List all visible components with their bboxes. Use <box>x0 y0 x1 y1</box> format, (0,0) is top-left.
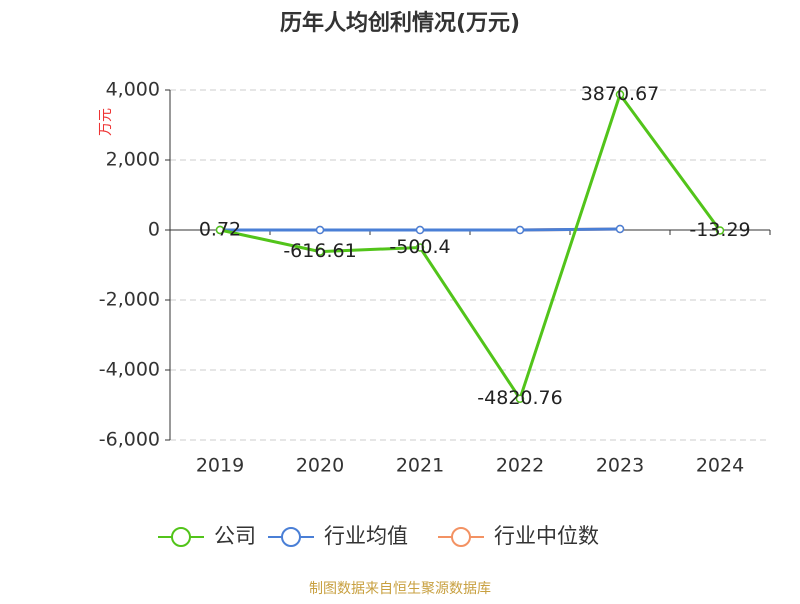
series-line <box>219 91 722 403</box>
chart-title: 历年人均创利情况(万元) <box>280 10 520 36</box>
y-tick-label: -2,000 <box>99 289 160 311</box>
y-tick-label: -6,000 <box>99 429 160 451</box>
point <box>615 90 625 99</box>
data-label: -616.61 <box>283 240 356 262</box>
y-tick-label: -4,000 <box>99 359 160 381</box>
legend-marker <box>171 527 191 547</box>
legend-marker <box>281 527 301 547</box>
x-tick-label: 2024 <box>696 455 744 477</box>
x-tick-label: 2020 <box>296 455 344 477</box>
x-tick-label: 2019 <box>196 455 244 477</box>
legend-label: 行业中位数 <box>494 524 599 548</box>
point <box>515 394 525 403</box>
point <box>515 225 525 235</box>
legend-label: 行业均值 <box>324 524 408 548</box>
point <box>315 247 325 256</box>
point <box>215 225 225 235</box>
point <box>715 226 725 235</box>
source-note: 制图数据来自恒生聚源数据库 <box>309 581 491 597</box>
legend-item: 行业均值 <box>268 524 408 548</box>
x-tick-label: 2023 <box>596 455 644 477</box>
point <box>615 224 625 234</box>
x-tick-label: 2021 <box>396 455 444 477</box>
data-label: -500.4 <box>389 236 450 258</box>
point <box>415 243 425 252</box>
y-tick-label: 2,000 <box>106 149 160 171</box>
data-label: 0.72 <box>199 218 241 240</box>
legend-item: 公司 <box>158 524 256 548</box>
data-label: 3870.67 <box>581 83 660 105</box>
data-label: -13.29 <box>689 219 750 241</box>
y-axis-label: 万元 <box>98 108 114 136</box>
legend-item: 行业中位数 <box>438 524 599 548</box>
y-tick-label: 0 <box>148 219 160 241</box>
y-tick-label: 4,000 <box>106 79 160 101</box>
point <box>315 225 325 235</box>
legend-marker <box>451 527 471 547</box>
x-tick-label: 2022 <box>496 455 544 477</box>
point <box>415 225 425 235</box>
data-label: -4820.76 <box>477 387 562 409</box>
legend-label: 公司 <box>214 524 256 548</box>
